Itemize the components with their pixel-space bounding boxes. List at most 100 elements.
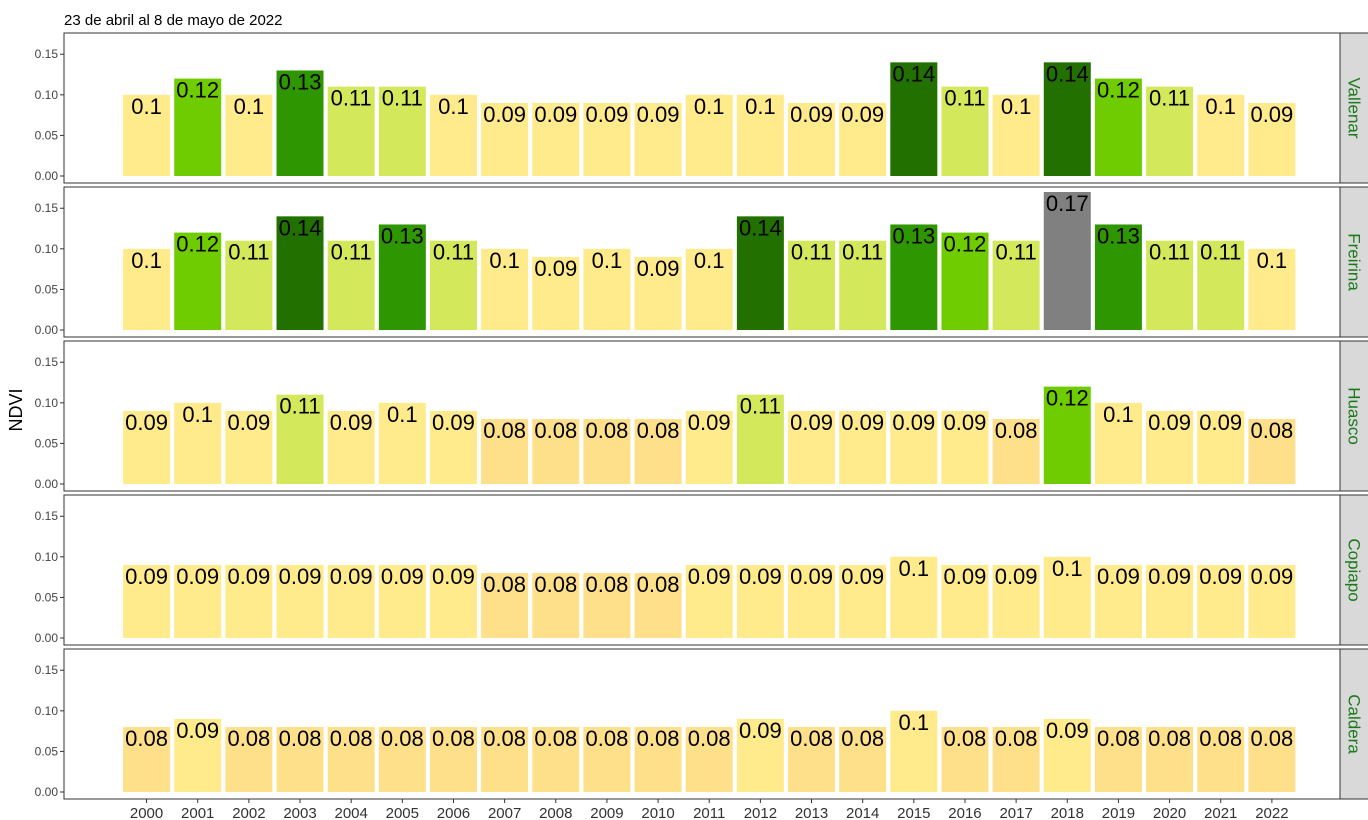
bar-vallenar-2020 bbox=[1146, 86, 1194, 176]
bar-freirina-2018 bbox=[1043, 192, 1091, 330]
data-label: 0.09 bbox=[944, 410, 987, 435]
bar-copiapo-2020 bbox=[1146, 564, 1194, 638]
data-label: 0.08 bbox=[279, 726, 322, 751]
data-label: 0.09 bbox=[1250, 564, 1293, 589]
y-tick-label: 0.15 bbox=[35, 47, 59, 61]
x-tick-label: 2007 bbox=[488, 805, 521, 820]
bar-vallenar-2010 bbox=[634, 102, 682, 176]
data-label: 0.1 bbox=[387, 402, 418, 427]
data-label: 0.09 bbox=[176, 718, 219, 743]
bar-caldera-2007 bbox=[481, 727, 529, 792]
facet-strip-label: Copiapo bbox=[1345, 538, 1364, 601]
bar-vallenar-2016 bbox=[941, 86, 989, 176]
bar-huasco-2010 bbox=[634, 419, 682, 484]
x-tick-label: 2005 bbox=[386, 805, 419, 820]
y-tick-label: 0.00 bbox=[35, 785, 59, 799]
data-label: 0.08 bbox=[483, 726, 526, 751]
bar-copiapo-2013 bbox=[788, 564, 836, 638]
bar-freirina-2021 bbox=[1197, 240, 1245, 330]
y-tick-label: 0.00 bbox=[35, 477, 59, 491]
bar-copiapo-2006 bbox=[429, 564, 477, 638]
y-tick-label: 0.00 bbox=[35, 169, 59, 183]
bar-copiapo-2021 bbox=[1197, 564, 1245, 638]
bar-freirina-2003 bbox=[276, 216, 324, 330]
facet-strip-label: Caldera bbox=[1345, 694, 1364, 754]
y-tick-label: 0.05 bbox=[35, 436, 59, 450]
data-label: 0.08 bbox=[995, 726, 1038, 751]
bar-copiapo-2017 bbox=[992, 564, 1040, 638]
y-tick-label: 0.00 bbox=[35, 631, 59, 645]
bar-vallenar-2007 bbox=[481, 102, 529, 176]
bar-vallenar-2014 bbox=[839, 102, 887, 176]
data-label: 0.08 bbox=[586, 418, 629, 443]
data-label: 0.09 bbox=[688, 410, 731, 435]
x-tick-label: 2012 bbox=[744, 805, 777, 820]
data-label: 0.12 bbox=[176, 232, 219, 257]
data-label: 0.08 bbox=[1250, 418, 1293, 443]
data-label: 0.1 bbox=[131, 248, 162, 273]
data-label: 0.11 bbox=[279, 394, 320, 419]
data-label: 0.09 bbox=[227, 410, 270, 435]
data-label: 0.09 bbox=[1148, 410, 1191, 435]
facet-strip-label: Vallenar bbox=[1345, 77, 1364, 138]
panel-huasco: Huasco 0.00 0.05 0.10 0.15 0.09 0.1 0.09 0.11 0.0… bbox=[35, 340, 1368, 492]
data-label: 0.1 bbox=[694, 94, 725, 119]
bar-vallenar-2015 bbox=[890, 62, 938, 177]
data-label: 0.08 bbox=[1199, 726, 1242, 751]
data-label: 0.14 bbox=[279, 215, 322, 240]
x-tick-label: 2018 bbox=[1051, 805, 1084, 820]
panel-vallenar: Vallenar 0.00 0.05 0.10 0.15 0.1 0.12 0.1 0.13 0.… bbox=[35, 32, 1368, 184]
facet-strip bbox=[1339, 186, 1368, 338]
bar-caldera-2022 bbox=[1248, 727, 1296, 792]
y-tick-label: 0.10 bbox=[35, 88, 59, 102]
data-label: 0.08 bbox=[125, 726, 168, 751]
data-label: 0.11 bbox=[1149, 86, 1190, 111]
bar-vallenar-2012 bbox=[736, 94, 784, 176]
data-label: 0.1 bbox=[182, 402, 213, 427]
bar-caldera-2016 bbox=[941, 727, 989, 792]
data-label: 0.17 bbox=[1046, 191, 1089, 216]
bar-huasco-2006 bbox=[429, 410, 477, 484]
x-tick-label: 2017 bbox=[999, 805, 1032, 820]
facet-strip-label: Huasco bbox=[1345, 387, 1364, 445]
bar-freirina-2000 bbox=[123, 248, 171, 330]
bar-freirina-2011 bbox=[685, 248, 733, 330]
data-label: 0.08 bbox=[1250, 726, 1293, 751]
x-tick-label: 2009 bbox=[590, 805, 623, 820]
panel-caldera: Caldera 0.00 0.05 0.10 0.15 0.08 0.09 0.08 0.08 0… bbox=[35, 648, 1368, 800]
bar-freirina-2019 bbox=[1094, 224, 1142, 330]
data-label: 0.08 bbox=[381, 726, 424, 751]
bar-huasco-2005 bbox=[378, 402, 426, 484]
data-label: 0.09 bbox=[841, 564, 884, 589]
bar-caldera-2001 bbox=[174, 718, 222, 792]
data-label: 0.08 bbox=[586, 572, 629, 597]
y-tick-label: 0.00 bbox=[35, 323, 59, 337]
bar-vallenar-2009 bbox=[583, 102, 631, 176]
bar-huasco-2018 bbox=[1043, 386, 1091, 484]
bar-copiapo-2011 bbox=[685, 564, 733, 638]
bar-huasco-2015 bbox=[890, 410, 938, 484]
bar-vallenar-2002 bbox=[225, 94, 273, 176]
data-label: 0.08 bbox=[483, 418, 526, 443]
bar-huasco-2008 bbox=[532, 419, 580, 484]
x-tick-label: 2010 bbox=[641, 805, 674, 820]
data-label: 0.09 bbox=[790, 564, 833, 589]
data-label: 0.08 bbox=[637, 418, 680, 443]
data-label: 0.09 bbox=[279, 564, 322, 589]
bar-freirina-2022 bbox=[1248, 248, 1296, 330]
data-label: 0.08 bbox=[330, 726, 373, 751]
data-label: 0.08 bbox=[995, 418, 1038, 443]
x-tick-label: 2015 bbox=[897, 805, 930, 820]
data-label: 0.08 bbox=[637, 572, 680, 597]
data-label: 0.09 bbox=[995, 564, 1038, 589]
bar-vallenar-2018 bbox=[1043, 62, 1091, 177]
data-label: 0.11 bbox=[382, 86, 423, 111]
data-label: 0.08 bbox=[534, 726, 577, 751]
facet-strip bbox=[1339, 32, 1368, 184]
data-label: 0.08 bbox=[841, 726, 884, 751]
bar-vallenar-2019 bbox=[1094, 78, 1142, 176]
bar-freirina-2001 bbox=[174, 232, 222, 330]
y-tick-label: 0.10 bbox=[35, 550, 59, 564]
bar-copiapo-2002 bbox=[225, 564, 273, 638]
data-label: 0.08 bbox=[483, 572, 526, 597]
